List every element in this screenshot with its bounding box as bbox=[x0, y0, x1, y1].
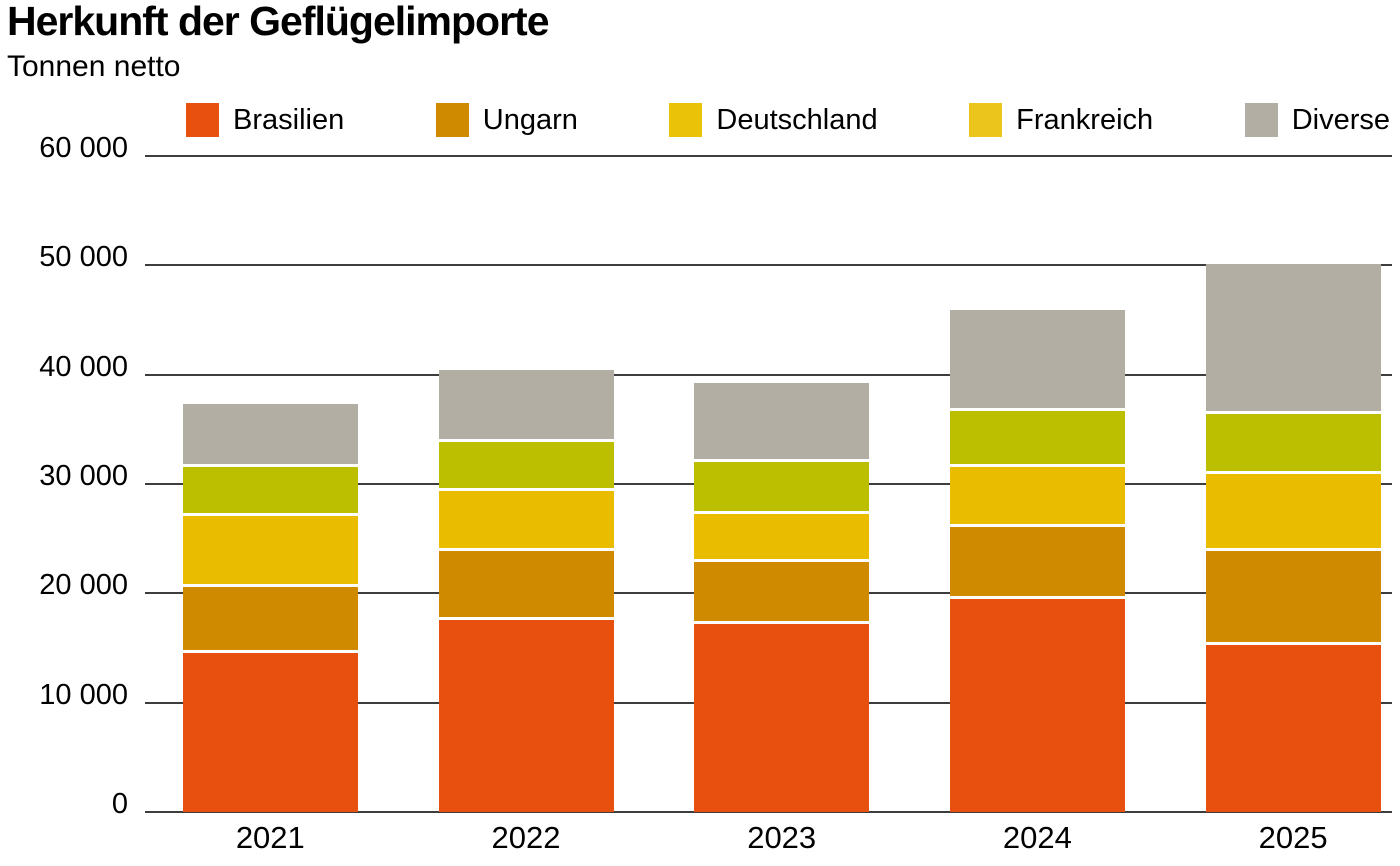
x-axis-label-2021: 2021 bbox=[235, 820, 305, 855]
bar-segment-ungarn-2024 bbox=[949, 526, 1125, 599]
y-axis-label-50000: 50 000 bbox=[39, 241, 128, 274]
bar-segment-brasilien-2021 bbox=[182, 653, 358, 812]
legend-label: Frankreich bbox=[1016, 103, 1154, 136]
y-axis-label-30000: 30 000 bbox=[39, 460, 128, 492]
bar-segment-brasilien-2022 bbox=[438, 619, 614, 812]
bar-segment-brasilien-2024 bbox=[949, 598, 1125, 812]
legend-label: Brasilien bbox=[233, 103, 345, 136]
bar-segment-deutschland-2022 bbox=[438, 490, 614, 551]
bar-segment-frankreich-2021 bbox=[182, 466, 358, 516]
bar-segment-frankreich-2025 bbox=[1205, 414, 1381, 475]
legend-item-brasilien: Brasilien bbox=[186, 103, 344, 137]
y-axis-label-20000: 20 000 bbox=[39, 569, 128, 602]
y-axis-label-0: 0 bbox=[111, 788, 128, 820]
bar-segment-frankreich-2024 bbox=[949, 410, 1125, 467]
bar-2023 bbox=[694, 383, 870, 812]
bar-segment-deutschland-2023 bbox=[694, 513, 870, 562]
bar-segment-frankreich-2022 bbox=[438, 442, 614, 491]
bar-2025 bbox=[1205, 264, 1381, 812]
legend-swatch-brasilien bbox=[186, 103, 219, 137]
bar-segment-ungarn-2021 bbox=[182, 586, 358, 654]
bar-segment-frankreich-2023 bbox=[694, 462, 870, 514]
bar-segment-brasilien-2025 bbox=[1205, 644, 1381, 812]
legend-swatch-diverse bbox=[1244, 103, 1278, 137]
gridline-50000 bbox=[145, 264, 1392, 267]
gridline-0 bbox=[145, 811, 1392, 813]
bar-2021 bbox=[182, 404, 358, 812]
bar-segment-ungarn-2022 bbox=[438, 550, 614, 620]
legend-label: Ungarn bbox=[482, 103, 578, 136]
legend-label: Diverse bbox=[1291, 103, 1390, 136]
y-axis-label-10000: 10 000 bbox=[39, 678, 128, 711]
y-axis-label-60000: 60 000 bbox=[39, 132, 128, 164]
x-axis-label-2024: 2024 bbox=[1002, 820, 1072, 855]
chart-subtitle: Tonnen netto bbox=[7, 50, 181, 83]
legend-swatch-ungarn bbox=[435, 103, 469, 137]
legend-item-diverse: Diverse bbox=[1244, 103, 1390, 137]
legend-label: Deutschland bbox=[716, 103, 878, 136]
bar-segment-brasilien-2023 bbox=[694, 623, 870, 812]
x-axis-label-2023: 2023 bbox=[747, 820, 817, 855]
y-axis-label-40000: 40 000 bbox=[39, 350, 128, 383]
bar-segment-diverse-2021 bbox=[182, 404, 358, 467]
legend-swatch-deutschland bbox=[669, 103, 703, 137]
x-axis-label-2022: 2022 bbox=[491, 820, 561, 855]
legend-item-deutschland: Deutschland bbox=[669, 103, 878, 137]
chart-title: Herkunft der Geflügelimporte bbox=[7, 0, 550, 44]
bar-2022 bbox=[438, 370, 614, 812]
chart-legend: Brasilien Ungarn Deutschland Frankreich Dive… bbox=[186, 103, 1390, 137]
legend-item-frankreich: Frankreich bbox=[969, 103, 1153, 137]
bar-segment-diverse-2022 bbox=[438, 370, 614, 443]
gridline-60000 bbox=[145, 155, 1392, 157]
x-axis-label-2025: 2025 bbox=[1258, 820, 1328, 855]
bar-segment-diverse-2023 bbox=[694, 383, 870, 463]
bar-segment-diverse-2024 bbox=[949, 310, 1125, 411]
bar-segment-ungarn-2025 bbox=[1205, 550, 1381, 645]
legend-swatch-frankreich bbox=[969, 103, 1003, 137]
bar-segment-diverse-2025 bbox=[1205, 264, 1381, 415]
bar-segment-deutschland-2025 bbox=[1205, 474, 1381, 551]
bar-segment-deutschland-2024 bbox=[949, 466, 1125, 527]
bar-2024 bbox=[949, 310, 1125, 812]
gridline-40000 bbox=[145, 373, 1392, 376]
legend-item-ungarn: Ungarn bbox=[435, 103, 578, 137]
bar-segment-deutschland-2021 bbox=[182, 515, 358, 587]
bar-segment-ungarn-2023 bbox=[694, 561, 870, 624]
